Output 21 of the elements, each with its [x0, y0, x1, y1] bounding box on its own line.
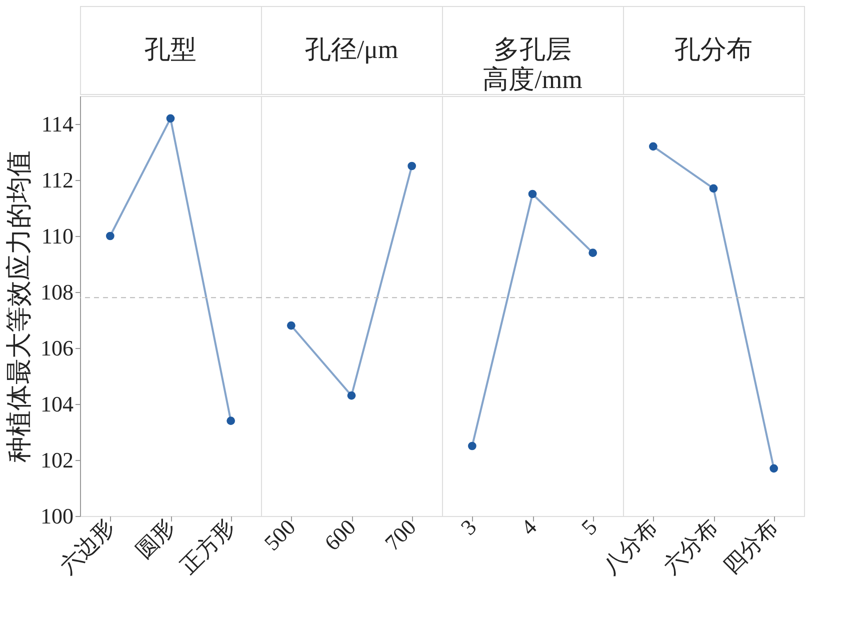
chart-title: 多孔层高度/mm — [482, 35, 582, 94]
y-tick-label: 112 — [41, 168, 74, 192]
chart-title: 孔型 — [144, 35, 196, 64]
x-tick-label: 3 — [456, 514, 482, 540]
point — [106, 232, 114, 240]
x-tick-label: 700 — [380, 514, 421, 556]
y-tick-label: 114 — [41, 112, 74, 136]
y-tick-label: 102 — [40, 448, 74, 472]
x-tick-label: 4 — [516, 514, 542, 540]
x-tick-label: 600 — [319, 514, 360, 556]
point — [226, 416, 236, 425]
y-tick-label: 108 — [40, 280, 74, 304]
y-axis-title: 种植体最大等效应力的均值 — [4, 150, 34, 462]
y-tick-label: 110 — [41, 224, 74, 248]
x-tick-label: 500 — [259, 514, 300, 556]
chart-title: 孔分布 — [674, 35, 752, 64]
y-tick-label: 100 — [40, 504, 74, 528]
y-tick-label: 106 — [40, 336, 74, 360]
y-tick-label: 104 — [40, 392, 74, 416]
point — [166, 114, 175, 123]
chart-title: 孔径/μm — [304, 35, 398, 64]
